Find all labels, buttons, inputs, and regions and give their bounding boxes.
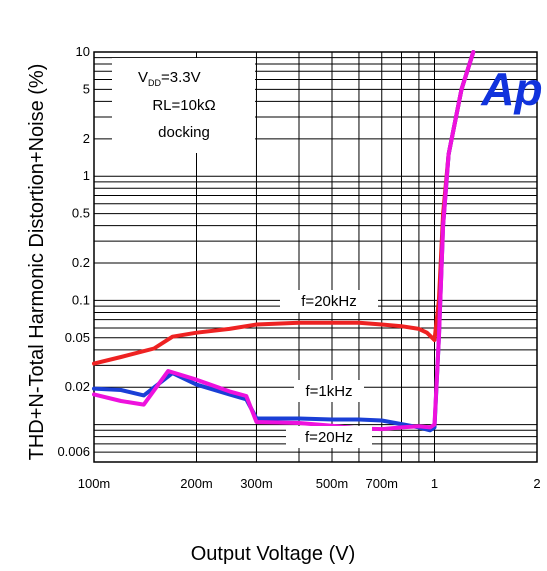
label-20khz-bg: [280, 290, 378, 312]
y-tick-label: 0.05: [65, 330, 90, 345]
y-tick-label: 0.02: [65, 379, 90, 394]
label-20hz-bg: [286, 426, 372, 448]
label-20hz: f=20Hz: [305, 429, 353, 446]
y-tick-label: 0.1: [72, 292, 90, 307]
ap-logo: Ap: [480, 63, 542, 115]
conditions-box-bg: [112, 58, 255, 153]
mode-label: docking: [158, 124, 210, 141]
y-tick-label: 0.006: [57, 444, 90, 459]
y-tick-label: 10: [76, 44, 90, 59]
x-tick-label: 2: [533, 476, 540, 491]
x-tick-label: 100m: [78, 476, 111, 491]
label-20khz: f=20kHz: [301, 293, 356, 310]
tick-labels: 100m 200m 300m 500m 700m 1 2 10 5 2 1 0.5 0.2 0.1 0.05…: [57, 44, 540, 491]
conditions-box: VDD=3.3V RL=10kΩ docking: [112, 58, 255, 153]
y-axis-title: THD+N-Total Harmonic Distortion+Noise (%…: [26, 64, 48, 461]
grid: [93, 51, 538, 463]
y-tick-label: 1: [83, 168, 90, 183]
series-labels: f=20kHz f=1kHz f=20Hz: [280, 290, 378, 448]
y-tick-label: 0.2: [72, 255, 90, 270]
label-1khz-bg: [294, 380, 364, 402]
x-tick-label: 700m: [365, 476, 398, 491]
label-1khz: f=1kHz: [305, 383, 352, 400]
x-tick-label: 300m: [240, 476, 273, 491]
x-tick-label: 1: [431, 476, 438, 491]
rl-label: RL=10kΩ: [152, 97, 215, 114]
y-tick-label: 2: [83, 131, 90, 146]
x-tick-label: 500m: [316, 476, 349, 491]
vdd-label: VDD=3.3V: [138, 69, 201, 88]
y-tick-label: 5: [83, 81, 90, 96]
plot-frame: [93, 51, 538, 463]
x-tick-label: 200m: [180, 476, 213, 491]
y-tick-label: 0.5: [72, 206, 90, 221]
x-axis-title: Output Voltage (V): [191, 543, 356, 565]
